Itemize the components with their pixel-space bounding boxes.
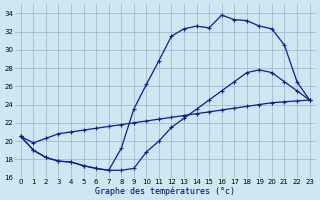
X-axis label: Graphe des températures (°c): Graphe des températures (°c) <box>95 186 235 196</box>
